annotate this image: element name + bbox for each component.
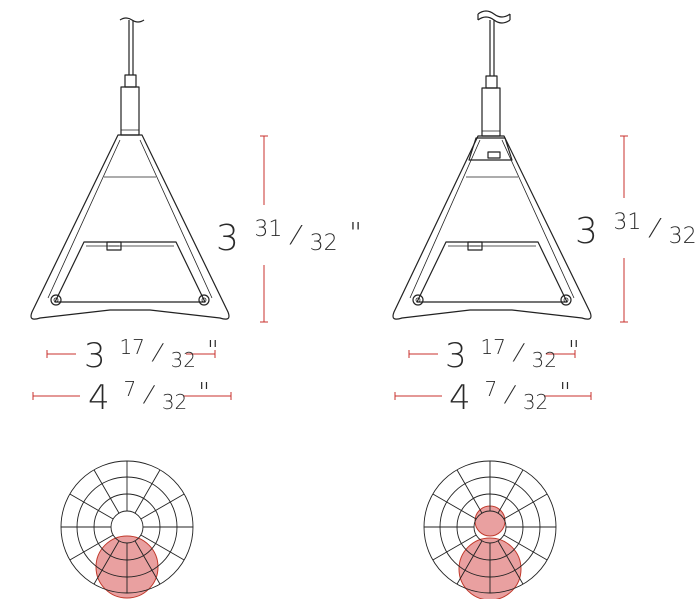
left-shade-outer [30,134,230,320]
polar-grid-spoke [456,540,483,585]
left-height-denominator: 32 [310,231,338,256]
polar-grid-spoke [432,534,477,561]
right-uplight-lens [468,137,513,161]
left-outer-width-unit: " [198,378,210,408]
left-end-clip-l [50,294,62,306]
right-outer-width-whole: 4 [449,378,471,418]
right-height-denominator: 32 [669,224,695,249]
right-inner-width-whole: 3 [445,336,467,376]
right-inner-width-dimension: 3 17 ⁄ 32 " [408,323,580,376]
left-height-dimension: 3 31 ⁄ 32 " [214,135,362,323]
left-photometric-polar-plot [60,460,194,599]
right-height-whole: 3 [575,211,598,252]
right-outer-width-numerator: 7 [484,377,497,401]
polar-grid-spoke [140,534,185,561]
left-end-clip-r [198,294,210,306]
left-inner-width-denominator: 32 [171,348,196,372]
right-lens [416,241,568,303]
left-outer-width-numerator: 7 [123,377,136,401]
left-outer-width-whole: 4 [88,378,110,418]
right-outer-width-denominator: 32 [523,390,548,414]
polar-grid-spoke [134,469,161,514]
right-shade-outer [392,135,592,320]
right-stem [481,87,501,137]
polar-grid-spoke [456,469,483,514]
svg-text:4 7 ⁄ 32: 4 7 ⁄ 32 " [88,365,210,418]
left-driver-block [106,241,122,251]
left-height-whole: 3 [216,218,239,259]
left-fixture-drawing [30,17,230,320]
polar-grid-spoke [497,469,524,514]
left-stem [120,86,140,136]
right-inner-width-denominator: 32 [532,348,557,372]
left-cable-connector [124,74,137,88]
right-driver-block [467,241,483,251]
right-inner-width-numerator: 17 [480,335,505,359]
left-height-numerator: 31 [254,217,282,242]
polar-grid-spoke [93,469,120,514]
left-inner-width-numerator: 17 [119,335,144,359]
polar-grid-spoke [497,540,524,585]
left-outer-width-dimension: 4 7 ⁄ 32 " [32,365,232,418]
svg-text:3 31 ⁄ 32: 3 31 ⁄ 32 " [216,204,362,259]
right-height-numerator: 31 [613,210,641,235]
left-outer-width-denominator: 32 [162,390,187,414]
right-photometric-polar-plot [423,460,557,599]
svg-text:3 17 ⁄ 32: 3 17 ⁄ 32 " [84,323,219,376]
polar-grid-spoke [503,493,548,520]
polar-grid-spoke [503,534,548,561]
right-outer-width-unit: " [559,378,571,408]
right-outer-width-dimension: 4 7 ⁄ 32 " [394,365,592,418]
svg-text:3 17 ⁄ 32: 3 17 ⁄ 32 " [445,323,580,376]
right-end-clip-r [560,294,572,306]
left-lens [54,241,206,303]
polar-grid-spoke [140,493,185,520]
left-inner-width-whole: 3 [84,336,106,376]
polar-grid-spoke [432,493,477,520]
right-uplight-driver [487,151,501,159]
svg-text:4 7 ⁄ 32: 4 7 ⁄ 32 " [449,365,571,418]
polar-grid-spoke [69,493,114,520]
polar-grid-spoke [134,540,161,585]
left-inner-width-dimension: 3 17 ⁄ 32 " [46,323,219,376]
polar-grid-spoke [93,540,120,585]
left-inner-width-unit: " [207,336,219,366]
right-height-dimension: 3 31 ⁄ 32 " [572,135,695,323]
left-height-unit: " [349,216,362,249]
polar-grid-spoke [69,534,114,561]
right-fixture-drawing [392,10,592,320]
svg-text:3 31 ⁄ 32: 3 31 ⁄ 32 " [575,197,695,252]
right-end-clip-l [412,294,424,306]
right-cable-connector [485,75,498,89]
right-inner-width-unit: " [568,336,580,366]
left-cable-break-icon [119,17,145,23]
